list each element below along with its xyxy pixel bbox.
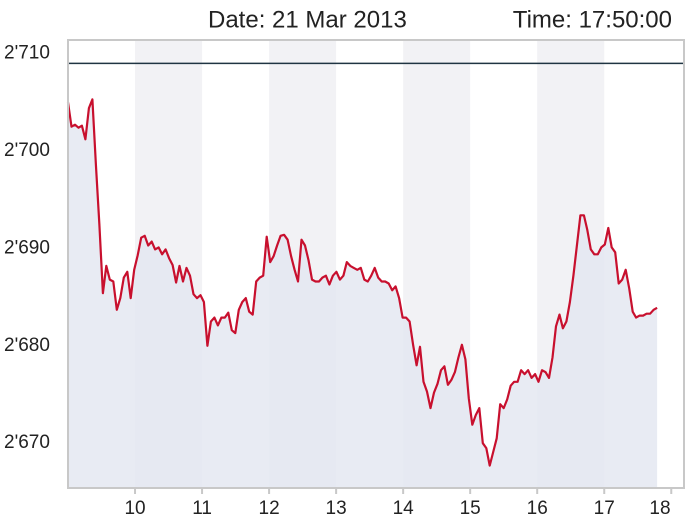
date-label: Date: 21 Mar 2013 [208,6,407,33]
x-tick-label: 14 [393,498,415,519]
x-tick-label: 13 [326,498,347,519]
y-tick-label: 2'670 [4,432,50,453]
x-tick-label: 16 [527,498,548,519]
y-tick-label: 2'700 [4,140,50,161]
x-tick-label: 18 [649,498,670,519]
plot-frame [67,39,685,489]
x-tick-label: 12 [259,498,280,519]
x-tick-label: 15 [460,498,481,519]
y-tick-label: 2'710 [4,43,50,64]
y-tick-label: 2'690 [4,237,50,258]
y-tick-label: 2'680 [4,335,50,356]
x-tick-label: 11 [192,498,212,519]
time-label: Time: 17:50:00 [513,6,672,33]
price-line [66,98,658,467]
x-tick-label: 10 [124,498,145,519]
x-tick-label: 17 [594,498,615,519]
